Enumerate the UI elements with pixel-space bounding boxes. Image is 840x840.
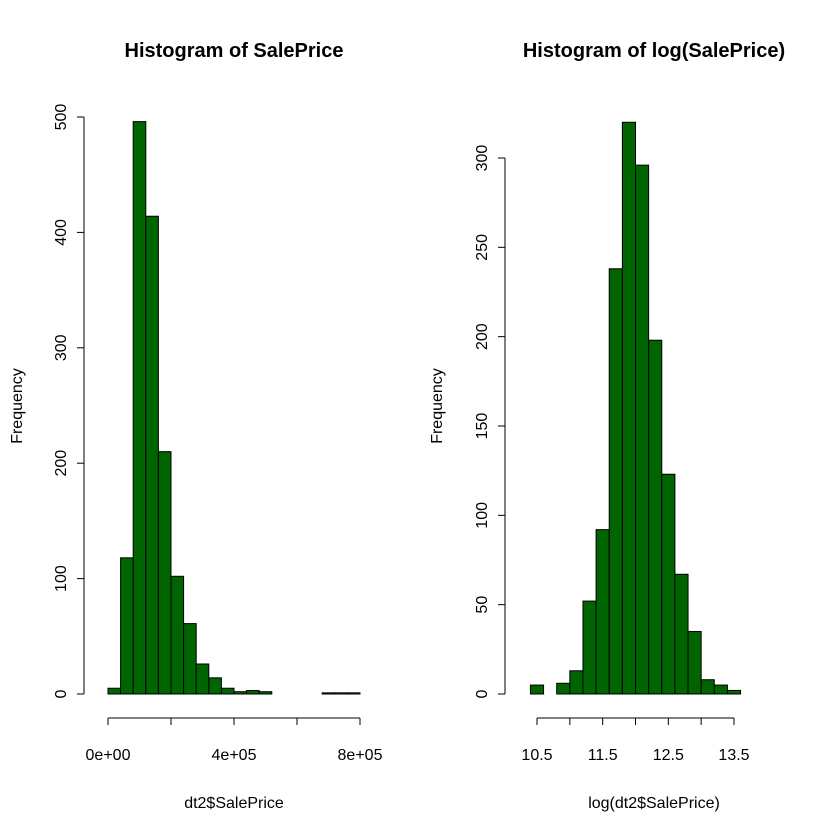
x-tick-label: 11.5 xyxy=(588,747,618,764)
x-tick-label: 0e+00 xyxy=(86,747,131,764)
y-tick-label: 0 xyxy=(474,689,491,698)
histogram-bar xyxy=(635,164,650,695)
histogram-bar xyxy=(713,684,728,695)
histogram-bar xyxy=(661,473,676,695)
bars-group xyxy=(107,121,361,695)
y-tick-label: 150 xyxy=(474,413,491,440)
histogram-bar xyxy=(321,692,336,695)
saleprice-histogram-panel: Histogram of SalePrice dt2$SalePrice Fre… xyxy=(9,40,383,812)
histogram-bar xyxy=(529,684,545,695)
histogram-bar xyxy=(595,529,610,695)
histogram-bar xyxy=(346,692,361,695)
y-tick-label: 200 xyxy=(474,323,491,350)
histogram-bar xyxy=(107,687,122,695)
x-axis: 0e+00 4e+05 8e+05 xyxy=(86,717,383,764)
y-tick-label: 50 xyxy=(474,596,491,614)
x-axis: 10.5 11.5 12.5 13.5 xyxy=(521,717,750,764)
histogram-bar xyxy=(195,663,210,695)
y-axis: 0 50 100 150 200 250 300 xyxy=(474,145,506,698)
histogram-bar xyxy=(233,691,248,695)
histogram-bar xyxy=(700,679,715,695)
histogram-bar xyxy=(556,682,571,695)
y-tick-label: 400 xyxy=(53,219,70,246)
y-axis: 0 100 200 300 400 500 xyxy=(53,104,85,698)
x-tick-label: 8e+05 xyxy=(338,747,383,764)
histogram-bar xyxy=(648,339,663,695)
histogram-bar xyxy=(220,687,235,695)
x-axis-label: log(dt2$SalePrice) xyxy=(588,795,720,812)
y-tick-label: 100 xyxy=(474,502,491,529)
y-tick-label: 0 xyxy=(53,689,70,698)
histogram-bar xyxy=(726,689,742,695)
y-tick-label: 300 xyxy=(53,334,70,361)
histogram-bar xyxy=(208,677,222,695)
histogram-bar xyxy=(120,557,134,695)
x-tick-label: 13.5 xyxy=(718,747,749,764)
x-axis-label: dt2$SalePrice xyxy=(184,795,284,812)
histogram-bar xyxy=(145,215,159,695)
histogram-bar xyxy=(608,268,623,695)
y-tick-label: 250 xyxy=(474,234,491,261)
x-tick-label: 12.5 xyxy=(653,747,684,764)
histogram-bar xyxy=(157,451,172,695)
chart-title: Histogram of log(SalePrice) xyxy=(523,40,785,62)
x-tick-label: 10.5 xyxy=(521,747,552,764)
y-tick-label: 500 xyxy=(53,104,70,131)
x-tick-label: 4e+05 xyxy=(212,747,257,764)
bars-group xyxy=(529,121,742,695)
histogram-bar xyxy=(621,121,636,695)
histogram-bar xyxy=(183,623,197,695)
y-axis-label: Frequency xyxy=(9,368,26,444)
histogram-bar xyxy=(582,600,597,695)
histogram-bar xyxy=(132,121,147,695)
histogram-bar xyxy=(170,575,185,695)
y-tick-label: 200 xyxy=(53,450,70,477)
chart-title: Histogram of SalePrice xyxy=(125,40,344,62)
histogram-bar xyxy=(246,690,260,695)
histogram-bar xyxy=(674,573,689,695)
histogram-bar xyxy=(687,630,702,695)
histogram-bar xyxy=(258,691,273,695)
log-saleprice-histogram-panel: Histogram of log(SalePrice) log(dt2$Sale… xyxy=(429,40,785,812)
histogram-bar xyxy=(334,692,348,695)
histogram-bar xyxy=(569,670,584,695)
y-tick-label: 100 xyxy=(53,565,70,592)
y-axis-label: Frequency xyxy=(429,368,446,444)
y-tick-label: 300 xyxy=(474,145,491,172)
